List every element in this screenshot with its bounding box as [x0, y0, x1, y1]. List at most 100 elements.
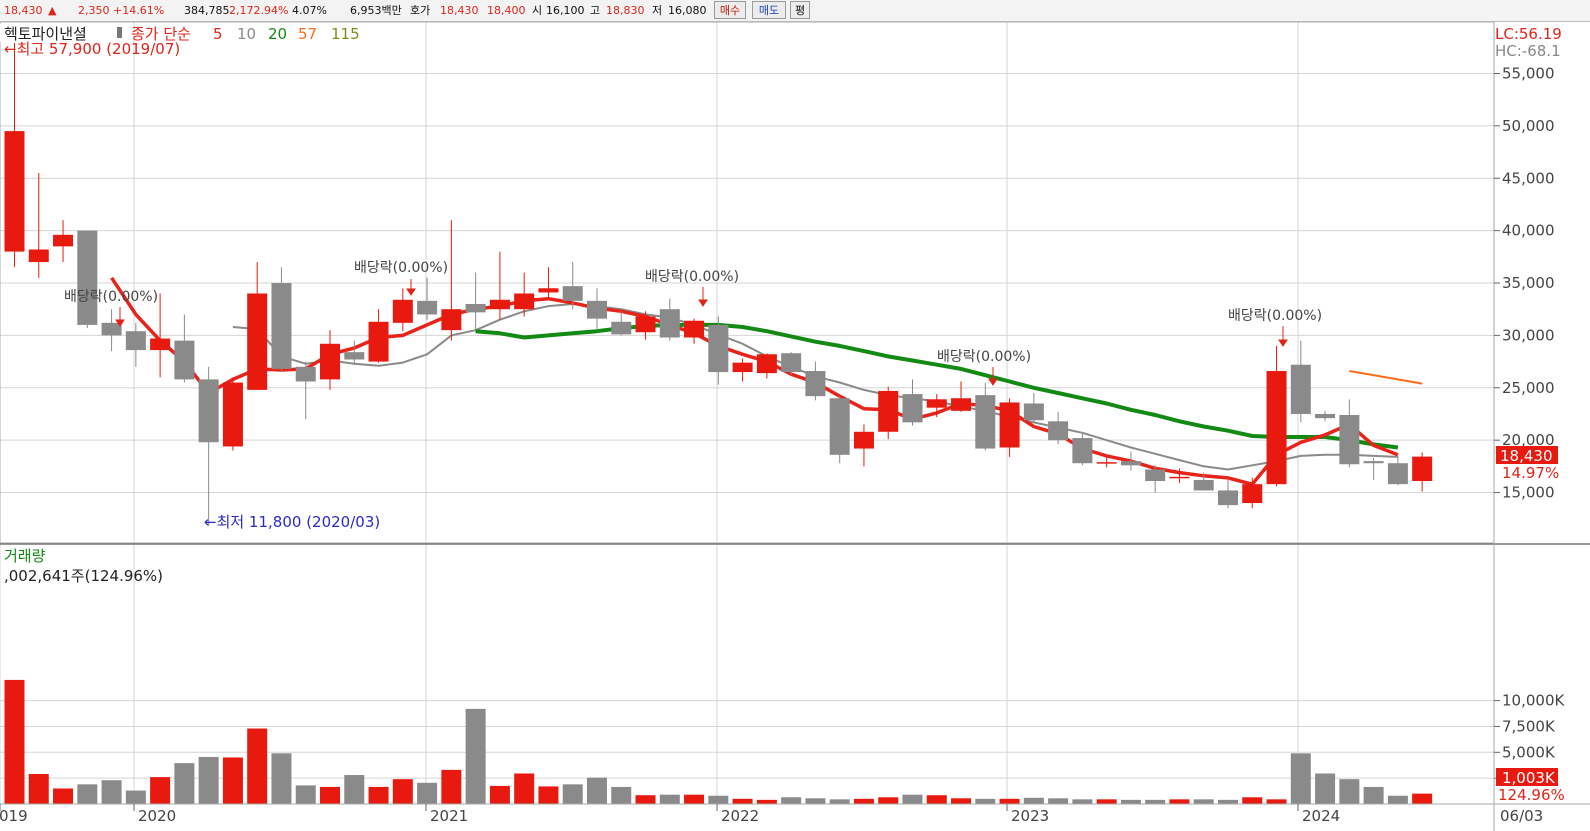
volume-tick-label: 10,000K	[1502, 692, 1565, 710]
stock-chart[interactable]: 배당락(0.00%) 배당락(0.00%) 배당락(0.00%) 배당락(0.0…	[0, 22, 1590, 831]
volume-value: 384,785	[184, 4, 230, 17]
candle-body	[514, 293, 535, 310]
price-tick-label: 40,000	[1502, 222, 1555, 240]
volume-bar	[1193, 799, 1214, 804]
candle-body	[1169, 476, 1190, 479]
candle-body	[951, 398, 972, 411]
candle-body	[441, 309, 462, 331]
volume-bar	[198, 756, 219, 804]
volume-bar	[1412, 793, 1433, 804]
volume-bar	[101, 780, 122, 804]
candle-body	[659, 309, 680, 338]
up-arrow-icon: ▲	[48, 4, 57, 17]
candle-body	[562, 286, 583, 301]
candle-body	[101, 322, 122, 336]
volume-bar	[829, 799, 850, 804]
time-tick-label: 2022	[721, 807, 759, 825]
buy-button[interactable]: 매수	[714, 1, 746, 19]
volume-bar	[28, 774, 49, 804]
candle-body	[926, 399, 947, 408]
candle-body	[77, 230, 98, 325]
volume-bar	[320, 786, 341, 804]
price-tick-label: 45,000	[1502, 169, 1555, 187]
candle-body	[586, 300, 607, 319]
quote-label: 호가	[410, 4, 431, 17]
bid-price: 18,400	[487, 4, 526, 17]
candle-body	[635, 316, 656, 333]
current-volume-pct: 124.96%	[1498, 786, 1565, 804]
time-tick-label: 019	[0, 807, 28, 825]
high-price: 18,830	[606, 4, 645, 17]
candle-body	[198, 379, 219, 443]
low-price: 16,080	[668, 4, 707, 17]
volume-bar	[1072, 799, 1093, 804]
ma-period-label: 5	[213, 25, 223, 43]
candle-body	[1266, 371, 1287, 485]
price-tick-label: 15,000	[1502, 484, 1555, 502]
indicator-label: 종가 단순	[131, 25, 191, 43]
volume-title: 거래량	[4, 547, 46, 565]
candle-body	[1096, 462, 1117, 464]
volume-bar	[902, 794, 923, 804]
candle-body	[853, 431, 874, 449]
settings-handle-icon[interactable]	[117, 27, 122, 38]
volume-bar	[708, 795, 729, 804]
candle-body	[271, 283, 292, 369]
volume-bar	[1363, 786, 1384, 804]
volume-bar	[538, 786, 559, 804]
volume-bar	[417, 782, 438, 804]
ma57-line	[1349, 370, 1423, 385]
volume-bars	[4, 679, 1433, 804]
candle-body	[4, 131, 25, 252]
turnover-pct: 4.07%	[292, 4, 327, 17]
volume-bar	[295, 785, 316, 804]
candle-body	[781, 353, 802, 373]
dividend-label: 배당락(0.00%)	[354, 260, 448, 276]
volume-bar	[125, 790, 146, 804]
volume-bar	[611, 786, 632, 804]
volume-tick-label: 5,000K	[1502, 743, 1556, 761]
volume-bar	[1218, 799, 1238, 804]
volume-bar	[732, 798, 753, 804]
evaluate-button[interactable]: 평	[790, 1, 810, 19]
volume-bar	[1266, 799, 1287, 804]
sell-button[interactable]: 매도	[752, 1, 786, 19]
volume-bar	[271, 753, 292, 804]
price-tick-label: 20,000	[1502, 431, 1555, 449]
open-price: 16,100	[546, 4, 585, 17]
volume-tick-label: 7,500K	[1502, 717, 1556, 735]
volume-bar	[926, 795, 947, 804]
candle-body	[125, 331, 146, 351]
candle-body	[392, 299, 413, 323]
candle-body	[344, 352, 365, 360]
hc-label: HC:-68.1	[1495, 42, 1561, 60]
dividend-annotations: 배당락(0.00%) 배당락(0.00%) 배당락(0.00%) 배당락(0.0…	[64, 260, 1322, 365]
current-price: 18,430	[4, 4, 43, 17]
volume-bar	[659, 794, 680, 804]
price-tick-label: 35,000	[1502, 274, 1555, 292]
candle-body	[1072, 438, 1093, 464]
high-label: 고	[590, 4, 601, 17]
candle-body	[1339, 415, 1360, 465]
volume-bar	[1096, 799, 1117, 804]
volume-bar	[853, 798, 874, 804]
candle-body	[829, 398, 850, 455]
time-tick-label: 06/03	[1500, 807, 1543, 825]
low-note: ←최저 11,800 (2020/03)	[204, 513, 380, 531]
volume-bar	[344, 775, 365, 804]
volume-bar	[975, 798, 996, 804]
ma-legend: 5 10 20 57 115	[213, 25, 360, 43]
ma-period-label: 57	[298, 25, 317, 43]
candle-body	[1387, 463, 1408, 485]
volume-bar	[951, 798, 972, 804]
candle-body	[1412, 456, 1433, 482]
volume-bar	[1048, 798, 1069, 804]
time-axis: 019 2020 2021 2022 2023 2024 06/03	[0, 804, 1543, 825]
volume-bar	[77, 784, 98, 804]
candle-body	[1120, 461, 1141, 466]
volume-bar	[441, 769, 462, 804]
price-tick-label: 25,000	[1502, 379, 1555, 397]
time-tick-label: 2021	[430, 807, 468, 825]
volume-bar	[247, 728, 268, 804]
candle-body	[1023, 403, 1044, 421]
